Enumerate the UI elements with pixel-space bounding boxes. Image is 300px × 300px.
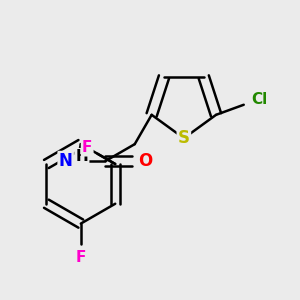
Text: F: F bbox=[76, 250, 86, 265]
Text: F: F bbox=[82, 140, 92, 155]
Text: N: N bbox=[59, 152, 73, 170]
Text: S: S bbox=[178, 129, 190, 147]
Text: H: H bbox=[76, 149, 88, 164]
Text: O: O bbox=[138, 152, 152, 170]
Text: Cl: Cl bbox=[251, 92, 267, 107]
